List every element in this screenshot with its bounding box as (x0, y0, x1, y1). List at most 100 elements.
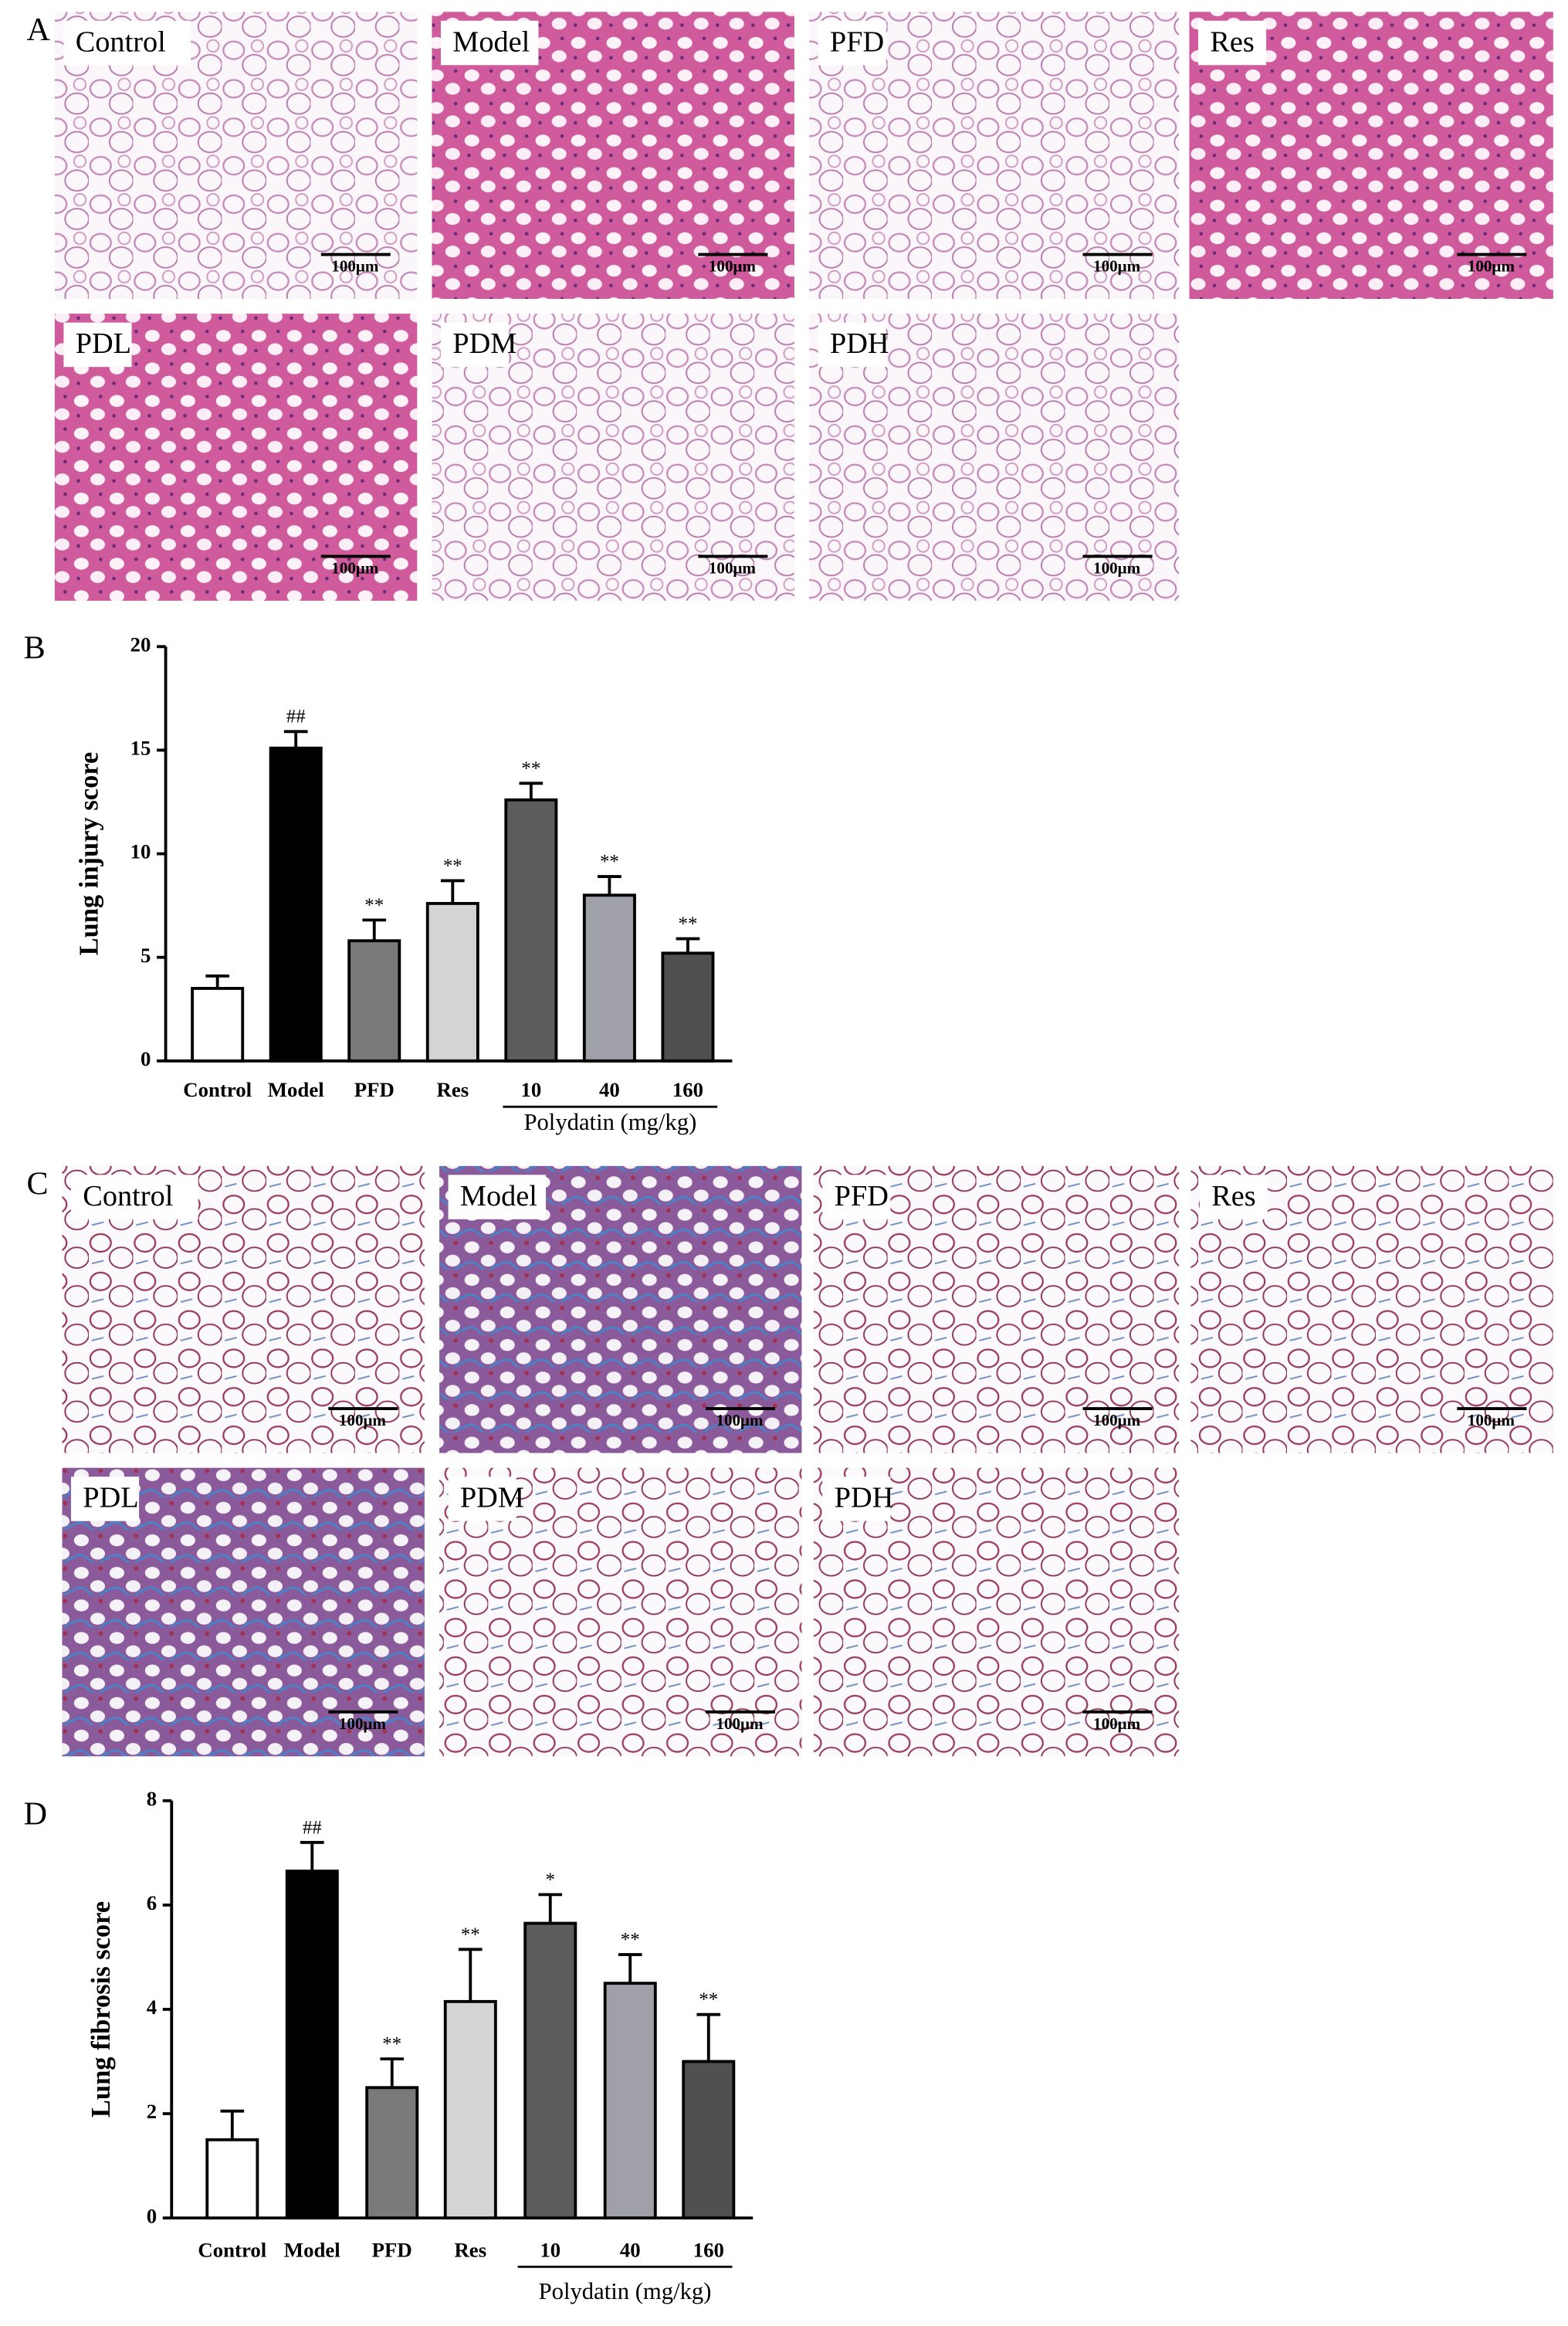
y-tick-label: 20 (130, 632, 151, 656)
significance-label: ** (461, 1924, 480, 1945)
bar (269, 746, 323, 1063)
panel-label: Control (76, 25, 166, 58)
label-box (440, 322, 510, 368)
label-box (448, 1477, 516, 1521)
label-box (70, 1175, 198, 1219)
x-tick-label: Res (454, 2238, 486, 2261)
panel-label: Control (83, 1180, 173, 1212)
significance-label: ** (382, 2034, 401, 2055)
label-box (70, 1477, 140, 1521)
panel-label: PDL (83, 1482, 138, 1514)
y-tick-label: 2 (147, 2100, 157, 2123)
significance-label: ** (699, 1989, 718, 2010)
bar (504, 798, 558, 1063)
group-label: Polydatin (mg/kg) (523, 1109, 696, 1135)
panel-letter: A (26, 12, 50, 48)
panel-label: Res (1210, 25, 1254, 58)
panel-letter: D (24, 1796, 47, 1833)
x-tick-label: Model (284, 2238, 340, 2261)
label-box (822, 1175, 891, 1219)
panel-label: Model (460, 1180, 537, 1212)
y-axis-label: Lung injury score (75, 752, 104, 956)
panel-label: PDM (452, 327, 516, 360)
x-tick-label: 10 (520, 1078, 541, 1101)
label-box (63, 322, 132, 368)
y-tick-label: 8 (147, 1787, 157, 1810)
label-box (1199, 1175, 1268, 1219)
scale-bar-label: 100μm (1093, 558, 1141, 577)
bar (582, 893, 636, 1063)
x-tick-label: 40 (599, 1078, 620, 1101)
x-tick-label: 10 (540, 2238, 560, 2261)
scale-bar-label: 100μm (1093, 1714, 1141, 1733)
significance-label: ** (364, 895, 384, 916)
label-box (818, 322, 886, 368)
x-tick-label: 160 (693, 2238, 724, 2261)
bar (661, 951, 715, 1063)
y-tick-label: 0 (147, 2204, 157, 2227)
panel-label: PFD (830, 25, 884, 58)
significance-label: ** (679, 914, 698, 934)
scale-bar-label: 100μm (331, 558, 379, 577)
y-tick-label: 0 (141, 1047, 151, 1070)
bar (191, 986, 245, 1063)
significance-label: ** (600, 852, 619, 873)
significance-label: ** (521, 758, 540, 779)
group-label: Polydatin (mg/kg) (539, 2278, 712, 2304)
x-tick-label: Model (268, 1078, 324, 1101)
panel-label: Model (452, 25, 530, 58)
scale-bar-label: 100μm (331, 257, 379, 276)
scale-bar-label: 100μm (1093, 1411, 1141, 1429)
scale-bar-label: 100μm (716, 1714, 764, 1733)
scale-bar-label: 100μm (709, 257, 757, 276)
scale-bar-label: 100μm (1093, 257, 1141, 276)
bar (205, 2138, 259, 2220)
y-tick-label: 5 (141, 944, 151, 967)
x-tick-label: PFD (372, 2238, 412, 2261)
bar (285, 1870, 339, 2220)
bar (443, 1999, 497, 2220)
scale-bar-label: 100μm (716, 1411, 764, 1429)
x-tick-label: Control (183, 1078, 252, 1101)
significance-label: ## (303, 1817, 322, 1838)
scale-bar-label: 100μm (1468, 257, 1516, 276)
bar (603, 1982, 657, 2220)
significance-label: ## (286, 707, 306, 727)
scale-bar-label: 100μm (709, 558, 757, 577)
label-box (822, 1477, 891, 1521)
label-box (818, 20, 886, 66)
panel-label: Res (1211, 1180, 1255, 1212)
scale-bar-label: 100μm (339, 1411, 387, 1429)
panel-label: PFD (835, 1180, 889, 1212)
panel-label: PDH (830, 327, 889, 360)
panel-label: PDL (76, 327, 131, 360)
panel-letter: C (26, 1165, 48, 1202)
y-tick-label: 6 (147, 1891, 157, 1914)
y-axis-label: Lung fibrosis score (86, 1901, 116, 2117)
label-box (63, 20, 191, 66)
scale-bar-label: 100μm (1468, 1411, 1516, 1429)
bar (347, 939, 401, 1063)
x-tick-label: 160 (672, 1078, 703, 1101)
label-box (448, 1175, 547, 1219)
bar (682, 2060, 736, 2220)
significance-label: ** (443, 856, 462, 876)
x-tick-label: Res (436, 1078, 469, 1101)
significance-label: ** (621, 1930, 640, 1951)
scale-bar-label: 100μm (339, 1714, 387, 1733)
x-tick-label: 40 (620, 2238, 641, 2261)
label-box (1197, 20, 1267, 66)
bar (365, 2086, 419, 2220)
x-tick-label: Control (198, 2238, 266, 2261)
x-tick-label: PFD (354, 1078, 395, 1101)
y-tick-label: 10 (130, 840, 151, 863)
panel-letter: B (24, 630, 46, 666)
panel-label: PDM (460, 1482, 524, 1514)
panel-label: PDH (835, 1482, 894, 1514)
significance-label: * (546, 1870, 555, 1890)
bar (425, 902, 479, 1063)
y-tick-label: 4 (147, 1995, 157, 2019)
y-tick-label: 15 (130, 737, 151, 760)
